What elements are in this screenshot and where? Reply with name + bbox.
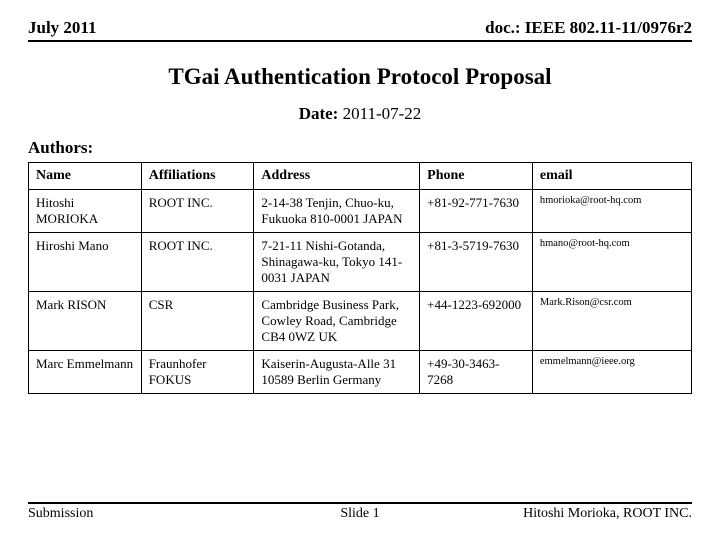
table-row: Hitoshi MORIOKA ROOT INC. 2-14-38 Tenjin… — [29, 190, 692, 233]
footer-right: Hitoshi Morioka, ROOT INC. — [523, 506, 692, 522]
header-right: doc.: IEEE 802.11-11/0976r2 — [485, 18, 692, 38]
table-row: Mark RISON CSR Cambridge Business Park, … — [29, 292, 692, 351]
cell-name: Mark RISON — [29, 292, 142, 351]
col-header-phone: Phone — [420, 163, 533, 190]
authors-label: Authors: — [28, 138, 692, 158]
cell-phone: +44-1223-692000 — [420, 292, 533, 351]
col-header-email: email — [532, 163, 691, 190]
table-header-row: Name Affiliations Address Phone email — [29, 163, 692, 190]
cell-affil: ROOT INC. — [141, 233, 254, 292]
footer-left: Submission — [28, 506, 93, 522]
table-row: Marc Emmelmann Fraunhofer FOKUS Kaiserin… — [29, 351, 692, 394]
cell-affil: ROOT INC. — [141, 190, 254, 233]
cell-phone: +49-30-3463-7268 — [420, 351, 533, 394]
footer-center: Slide 1 — [340, 506, 379, 522]
cell-affil: CSR — [141, 292, 254, 351]
cell-email: hmorioka@root-hq.com — [532, 190, 691, 233]
cell-addr: 2-14-38 Tenjin, Chuo-ku, Fukuoka 810-000… — [254, 190, 420, 233]
cell-email: hmano@root-hq.com — [532, 233, 691, 292]
cell-name: Marc Emmelmann — [29, 351, 142, 394]
col-header-name: Name — [29, 163, 142, 190]
page-title: TGai Authentication Protocol Proposal — [28, 64, 692, 90]
cell-addr: Kaiserin-Augusta-Alle 31 10589 Berlin Ge… — [254, 351, 420, 394]
table-row: Hiroshi Mano ROOT INC. 7-21-11 Nishi-Got… — [29, 233, 692, 292]
cell-name: Hiroshi Mano — [29, 233, 142, 292]
date-line: Date: 2011-07-22 — [28, 104, 692, 124]
authors-table: Name Affiliations Address Phone email Hi… — [28, 162, 692, 394]
cell-addr: 7-21-11 Nishi-Gotanda, Shinagawa-ku, Tok… — [254, 233, 420, 292]
date-value: 2011-07-22 — [343, 104, 422, 123]
cell-email: Mark.Rison@csr.com — [532, 292, 691, 351]
cell-phone: +81-92-771-7630 — [420, 190, 533, 233]
cell-affil: Fraunhofer FOKUS — [141, 351, 254, 394]
header-row: July 2011 doc.: IEEE 802.11-11/0976r2 — [28, 18, 692, 42]
cell-email: emmelmann@ieee.org — [532, 351, 691, 394]
col-header-affil: Affiliations — [141, 163, 254, 190]
cell-addr: Cambridge Business Park, Cowley Road, Ca… — [254, 292, 420, 351]
cell-phone: +81-3-5719-7630 — [420, 233, 533, 292]
header-left: July 2011 — [28, 18, 97, 38]
col-header-addr: Address — [254, 163, 420, 190]
cell-name: Hitoshi MORIOKA — [29, 190, 142, 233]
date-label: Date: — [299, 104, 339, 123]
footer-row: Submission Slide 1 Hitoshi Morioka, ROOT… — [28, 502, 692, 522]
